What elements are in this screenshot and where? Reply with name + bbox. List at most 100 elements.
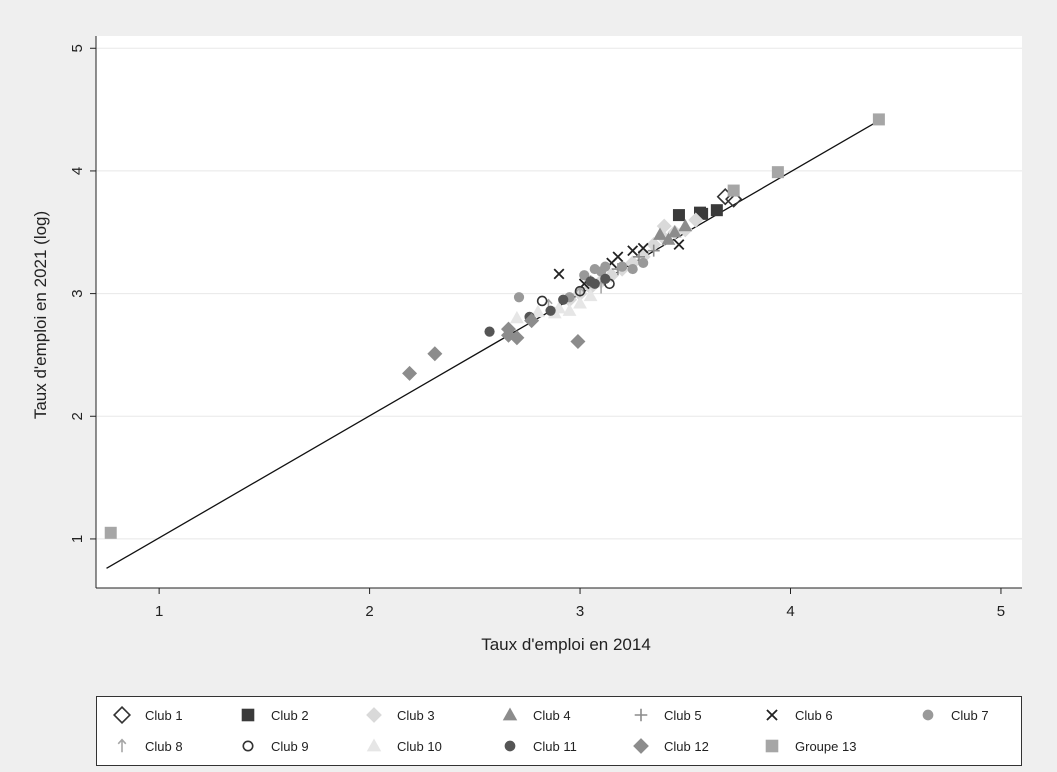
- legend-marker-shape: [502, 707, 518, 721]
- data-point: [673, 239, 685, 250]
- data-point: [647, 244, 660, 257]
- legend-marker: [242, 740, 254, 752]
- legend: Club 1 Club 2 Club 3 Club 4 Club 5 Club 6 Club…: [96, 696, 1022, 766]
- x-tick-label: 3: [576, 603, 584, 620]
- fit-line-layer: [106, 120, 880, 569]
- data-point: [536, 295, 548, 307]
- data-point: [583, 288, 598, 302]
- data-point: [574, 285, 586, 297]
- legend-label: Club 12: [664, 738, 709, 754]
- data-point: [427, 346, 443, 362]
- data-point: [558, 294, 569, 305]
- legend-item: Club 1: [111, 705, 183, 725]
- axis-ticks: 1 2 3 4 5 1 2 3 4 5: [69, 44, 1005, 620]
- legend-item: Club 8: [111, 736, 183, 756]
- data-point: [104, 526, 117, 539]
- data-points: [104, 113, 885, 539]
- data-point: [545, 305, 556, 316]
- legend-marker: [366, 738, 382, 752]
- legend-marker-shape: [241, 708, 255, 722]
- data-point: [553, 268, 565, 280]
- grid-lines: [96, 47, 1022, 540]
- data-point: [402, 365, 418, 381]
- legend-item: Club 3: [363, 705, 435, 725]
- data-point: [688, 212, 704, 228]
- legend-item: Club 5: [630, 705, 702, 725]
- data-point: [513, 292, 525, 303]
- legend-marker-shape: [633, 738, 649, 754]
- legend-item: Club 2: [237, 705, 309, 725]
- data-point: [872, 113, 885, 126]
- legend-marker: [765, 739, 779, 753]
- x-tick-label: 2: [365, 603, 373, 620]
- legend-label: Club 7: [951, 707, 989, 723]
- data-point: [725, 190, 743, 208]
- data-point: [771, 166, 784, 179]
- legend-label: Club 3: [397, 707, 435, 723]
- data-point: [661, 232, 676, 245]
- data-point: [562, 303, 577, 316]
- data-point: [710, 204, 723, 217]
- legend-marker: [634, 708, 648, 722]
- legend-marker-shape: [765, 739, 779, 753]
- legend-marker: [366, 707, 382, 723]
- legend-item: Club 4: [499, 705, 571, 725]
- data-point: [570, 333, 586, 349]
- data-point: [531, 304, 545, 318]
- legend-label: Club 4: [533, 707, 571, 723]
- data-point: [627, 263, 638, 275]
- data-point: [617, 261, 628, 272]
- legend-marker: [633, 738, 649, 754]
- fit-line: [106, 120, 880, 569]
- y-tick-label: 5: [69, 44, 86, 52]
- data-point: [727, 184, 740, 197]
- data-point: [667, 225, 682, 238]
- legend-marker-shape: [117, 738, 127, 753]
- legend-item: Club 12: [630, 736, 709, 756]
- y-tick-label: 2: [69, 412, 86, 420]
- y-tick-label: 3: [69, 289, 86, 297]
- legend-marker: [766, 709, 778, 721]
- data-point: [600, 261, 611, 272]
- legend-label: Club 8: [145, 738, 183, 754]
- legend-marker: [922, 709, 934, 721]
- x-tick-label: 4: [786, 603, 794, 620]
- x-tick-label: 5: [997, 603, 1005, 620]
- legend-label: Club 6: [795, 707, 833, 723]
- legend-item: Club 11: [499, 736, 577, 756]
- legend-marker-shape: [366, 738, 382, 752]
- data-point: [579, 270, 590, 281]
- legend-label: Club 1: [145, 707, 183, 723]
- legend-label: Club 9: [271, 738, 309, 754]
- data-point: [573, 296, 587, 309]
- legend-marker: [241, 708, 255, 722]
- legend-marker-shape: [242, 740, 254, 752]
- data-point: [672, 209, 685, 222]
- data-point: [678, 218, 693, 232]
- legend-marker-shape: [504, 740, 516, 752]
- data-point: [638, 257, 649, 269]
- data-point: [646, 237, 662, 253]
- legend-item: Groupe 13: [761, 736, 856, 756]
- data-point: [653, 227, 667, 240]
- data-point: [627, 245, 639, 257]
- y-tick-label: 1: [69, 535, 86, 543]
- legend-marker: [504, 740, 516, 752]
- legend-marker-shape: [634, 708, 648, 722]
- legend-item: Club 6: [761, 705, 833, 725]
- legend-label: Club 11: [533, 738, 577, 754]
- legend-item: Club 10: [363, 736, 442, 756]
- legend-marker-shape: [366, 707, 382, 723]
- legend-marker-shape: [766, 709, 778, 721]
- y-tick-label: 4: [69, 167, 86, 175]
- data-point: [612, 251, 624, 263]
- legend-label: Club 2: [271, 707, 309, 723]
- data-point: [509, 330, 525, 346]
- data-point: [589, 278, 600, 289]
- y-axis-label: Taux d'emploi en 2021 (log): [31, 211, 50, 419]
- legend-marker: [502, 707, 518, 721]
- legend-item: Club 7: [917, 705, 989, 725]
- x-axis-label: Taux d'emploi en 2014: [481, 635, 651, 654]
